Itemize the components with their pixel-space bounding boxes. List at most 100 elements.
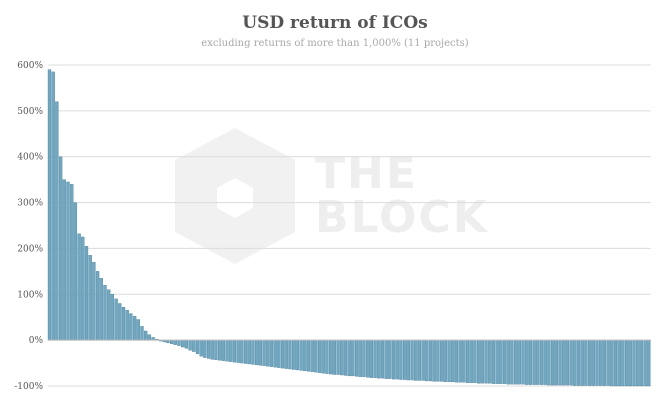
bar (247, 339, 251, 365)
bar (569, 339, 573, 386)
chart-subtitle: excluding returns of more than 1,000% (1… (201, 38, 469, 49)
bar (369, 339, 374, 378)
bar (295, 339, 300, 371)
bar (306, 339, 311, 372)
bar (225, 339, 229, 362)
bar (639, 339, 644, 387)
bar (317, 339, 322, 373)
bar (406, 339, 410, 381)
bar (177, 339, 181, 346)
bar (136, 319, 140, 341)
chart-title: USD return of ICOs (242, 13, 427, 33)
bar (269, 339, 274, 367)
bar (340, 339, 344, 376)
bar (229, 339, 233, 362)
bar (521, 339, 525, 385)
bar (81, 236, 85, 341)
bar (488, 339, 492, 384)
y-tick-label: 200% (17, 244, 43, 254)
bar (502, 339, 507, 384)
bar (499, 339, 503, 384)
bar (299, 339, 303, 371)
bar (365, 339, 370, 378)
bar (92, 262, 96, 341)
bar (110, 294, 115, 341)
bar (347, 339, 351, 377)
bar (399, 339, 403, 380)
bar (188, 339, 192, 351)
bar (539, 339, 544, 385)
bar (380, 339, 385, 379)
bar (621, 339, 625, 387)
bar (436, 339, 440, 382)
bar (458, 339, 462, 383)
bar (636, 339, 640, 387)
y-tick-label: 0% (29, 336, 44, 346)
bar (66, 181, 70, 341)
bar (439, 339, 444, 382)
bar (192, 339, 196, 352)
bar (595, 339, 599, 386)
bar (232, 339, 237, 363)
bar (428, 339, 433, 382)
bar (584, 339, 588, 386)
bar (451, 339, 455, 383)
bars (47, 69, 651, 387)
bar (199, 339, 203, 357)
bar (447, 339, 451, 383)
bar (114, 298, 118, 341)
bar (547, 339, 551, 386)
bar (576, 339, 581, 386)
bar (184, 339, 189, 349)
bar (391, 339, 396, 380)
bar (402, 339, 407, 380)
bar (417, 339, 422, 381)
bar (280, 339, 285, 369)
bar (647, 339, 651, 387)
bar (606, 339, 610, 386)
bar (377, 339, 381, 379)
bar (495, 339, 499, 384)
y-tick-label: 100% (17, 290, 43, 300)
bar (454, 339, 459, 383)
bar (336, 339, 340, 375)
bar (543, 339, 547, 385)
bar (528, 339, 533, 385)
bar (532, 339, 536, 385)
watermark-text-line2: BLOCK (315, 192, 489, 243)
bar (632, 339, 636, 387)
bar (147, 334, 152, 341)
bar (484, 339, 488, 384)
bar (602, 339, 607, 386)
y-tick-label: 600% (17, 61, 43, 71)
y-axis-tick-labels: -100% 0% 100% 200% 300% 400% 500% 600% (14, 61, 43, 392)
bar (240, 339, 244, 364)
bar (310, 339, 314, 372)
bar (550, 339, 555, 386)
bar (103, 284, 107, 341)
bar (195, 339, 200, 355)
bar (624, 339, 629, 387)
bar (443, 339, 447, 383)
bar (414, 339, 418, 381)
bar (214, 339, 218, 361)
bar (599, 339, 603, 386)
bar (510, 339, 514, 385)
bar (243, 339, 248, 364)
bar (384, 339, 388, 379)
bar (565, 339, 570, 386)
bar (432, 339, 436, 382)
watermark-hexagon-inner (217, 178, 253, 218)
bar (480, 339, 484, 384)
bar (118, 303, 122, 341)
bar (513, 339, 518, 385)
bar (210, 339, 214, 360)
bar (218, 339, 222, 361)
bar (462, 339, 466, 383)
y-tick-label: 400% (17, 153, 43, 163)
bar (277, 339, 281, 368)
bar (262, 339, 266, 366)
bar (292, 339, 296, 370)
bar (562, 339, 566, 386)
bar (425, 339, 429, 382)
